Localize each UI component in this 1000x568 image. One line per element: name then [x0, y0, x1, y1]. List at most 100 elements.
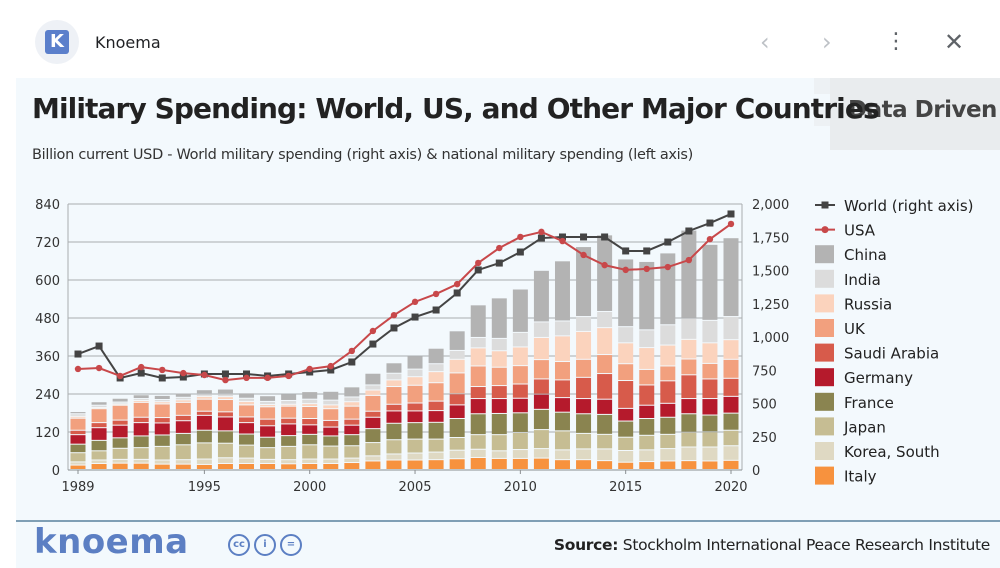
- bar-segment-france: [576, 414, 592, 433]
- bar-segment-italy: [533, 458, 549, 469]
- bar-segment-japan: [70, 453, 86, 462]
- bar-segment-germany: [260, 426, 276, 437]
- bar-segment-japan: [660, 434, 676, 449]
- bar-segment-china: [428, 348, 444, 364]
- left-axis-tick-label: 720: [35, 236, 60, 251]
- usa-point: [496, 244, 503, 252]
- bar-segment-korea-south: [302, 459, 318, 463]
- bar-segment-india: [512, 332, 528, 347]
- bar-segment-france: [344, 435, 360, 446]
- bar-segment-china: [239, 393, 255, 398]
- bar-segment-saudi-arabia: [576, 377, 592, 399]
- bar-segment-india: [533, 322, 549, 337]
- bar-segment-india: [660, 325, 676, 345]
- bar-segment-saudi-arabia: [639, 385, 655, 405]
- bar-segment-france: [70, 444, 86, 453]
- bar-segment-saudi-arabia: [723, 378, 739, 396]
- bar-segment-saudi-arabia: [154, 418, 170, 423]
- bar-segment-russia: [323, 405, 339, 409]
- bar-segment-france: [618, 421, 634, 437]
- bar-segment-china: [386, 363, 402, 373]
- bar-segment-india: [597, 311, 613, 328]
- usa-point: [622, 266, 629, 274]
- bar-segment-saudi-arabia: [428, 401, 444, 411]
- bar-segment-japan: [386, 440, 402, 454]
- bar-segment-japan: [449, 438, 465, 450]
- bar-segment-korea-south: [597, 449, 613, 461]
- bar-segment-korea-south: [428, 452, 444, 460]
- bar-segment-france: [196, 430, 212, 443]
- bar-segment-india: [70, 414, 86, 416]
- bar-segment-china: [533, 270, 549, 322]
- left-axis-tick-label: 600: [35, 274, 60, 289]
- no-derivatives-icon[interactable]: =: [280, 534, 302, 556]
- bar-segment-uk: [154, 404, 170, 418]
- legend-label: Korea, South: [844, 443, 940, 461]
- chevron-right-icon[interactable]: ›: [822, 28, 832, 56]
- bar-segment-japan: [576, 433, 592, 449]
- bar-segment-italy: [681, 461, 697, 469]
- bar-segment-china: [302, 392, 318, 399]
- bar-segment-russia: [428, 372, 444, 383]
- bar-segment-germany: [154, 423, 170, 435]
- bar-segment-korea-south: [344, 458, 360, 463]
- bar-segment-japan: [260, 448, 276, 459]
- legend-label: World (right axis): [844, 197, 974, 215]
- world-point: [580, 233, 588, 241]
- bar-segment-china: [639, 261, 655, 330]
- bar-segment-russia: [470, 348, 486, 366]
- badge-background: [830, 78, 1000, 150]
- bar-segment-italy: [470, 457, 486, 469]
- bar-segment-russia: [365, 390, 381, 395]
- bar-segment-saudi-arabia: [470, 387, 486, 399]
- bar-segment-saudi-arabia: [302, 419, 318, 425]
- bar-segment-china: [681, 230, 697, 318]
- chevron-left-icon[interactable]: ‹: [760, 28, 770, 56]
- source-text: Stockholm International Peace Research I…: [622, 536, 991, 554]
- left-axis-tick-label: 240: [35, 388, 60, 403]
- creative-commons-icon[interactable]: cc: [228, 534, 250, 556]
- close-icon[interactable]: ✕: [944, 28, 965, 56]
- bar-segment-italy: [133, 463, 149, 469]
- legend-label: Japan: [843, 418, 886, 436]
- usa-point: [601, 261, 608, 269]
- bar-segment-india: [175, 397, 191, 400]
- bar-segment-uk: [386, 387, 402, 404]
- app-header-bar: K Knoema ‹ › ⋮ ✕: [0, 0, 1000, 78]
- bar-segment-japan: [618, 437, 634, 450]
- bar-segment-korea-south: [154, 460, 170, 464]
- bar-segment-germany: [554, 398, 570, 412]
- more-vert-icon[interactable]: ⋮: [885, 29, 907, 54]
- bar-segment-japan: [428, 439, 444, 452]
- world-point: [453, 289, 461, 297]
- bar-segment-china: [512, 289, 528, 332]
- bar-segment-japan: [133, 448, 149, 459]
- bar-segment-russia: [681, 339, 697, 359]
- bar-segment-korea-south: [260, 459, 276, 463]
- attribution-icon[interactable]: i: [254, 534, 276, 556]
- bar-segment-germany: [723, 396, 739, 413]
- bar-segment-italy: [323, 463, 339, 469]
- usa-point: [180, 369, 187, 377]
- legend-label: Russia: [844, 295, 892, 313]
- app-name: Knoema: [95, 33, 161, 52]
- bar-segment-germany: [639, 405, 655, 419]
- bar-segment-saudi-arabia: [260, 419, 276, 426]
- x-axis-tick-label: 2015: [609, 480, 642, 495]
- bar-segment-germany: [660, 403, 676, 417]
- bar-segment-saudi-arabia: [70, 430, 86, 435]
- left-axis-tick-label: 360: [35, 350, 60, 365]
- world-point: [179, 373, 187, 381]
- bar-segment-russia: [639, 348, 655, 369]
- bar-segment-saudi-arabia: [91, 423, 107, 428]
- usa-point: [369, 327, 377, 335]
- bar-segment-france: [660, 417, 676, 434]
- bar-segment-russia: [449, 359, 465, 373]
- legend-label: USA: [844, 222, 876, 240]
- world-point: [348, 358, 356, 366]
- bar-segment-india: [302, 399, 318, 404]
- bar-segment-china: [91, 402, 107, 405]
- bar-segment-india: [449, 350, 465, 359]
- legend-label: India: [844, 271, 881, 289]
- knoema-logo[interactable]: knoema: [34, 522, 189, 562]
